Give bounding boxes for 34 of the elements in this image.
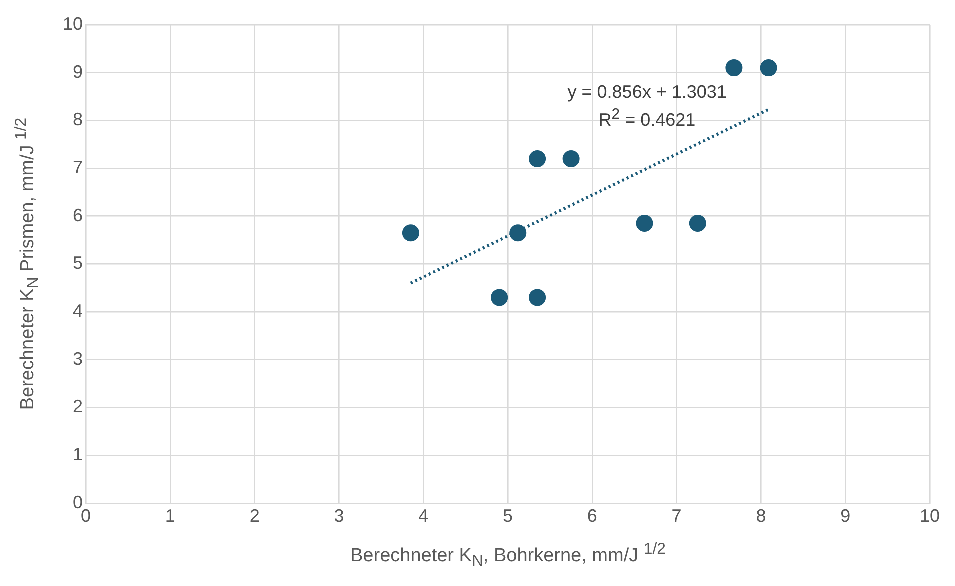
x-tick-label: 2	[250, 506, 260, 526]
y-tick-label: 4	[73, 301, 84, 322]
point	[562, 150, 580, 168]
x-tick-label: 10	[920, 506, 940, 526]
x-axis-title: Berechneter K$_{N}$, Bohrkerne, mm/J $^{1/2}$	[350, 541, 666, 572]
x-tick-label: 7	[672, 506, 682, 526]
point	[529, 289, 546, 306]
x-tick-label: 4	[418, 506, 429, 526]
y-tick-label: 8	[73, 110, 84, 130]
point	[726, 60, 743, 77]
x-tick-label: 6	[587, 506, 598, 526]
x-tick-label: 8	[756, 506, 766, 526]
point	[529, 150, 546, 168]
point	[402, 224, 420, 242]
point	[760, 60, 778, 77]
point	[689, 215, 706, 232]
y-tick-label: 2	[73, 396, 84, 417]
point	[491, 289, 508, 306]
y-tick-label: 10	[62, 14, 84, 34]
y-tick-label: 5	[73, 253, 84, 274]
y-tick-label: 6	[73, 205, 84, 226]
y-tick-label: 7	[73, 157, 84, 178]
annotation: y = 0.856x + 1.3031	[568, 82, 727, 104]
point	[510, 224, 527, 242]
y-tick-label: 1	[73, 444, 84, 465]
x-tick-label: 5	[503, 506, 514, 526]
y-tick-label: 0	[73, 492, 84, 512]
x-tick-label: 9	[840, 506, 851, 526]
point	[636, 215, 654, 232]
annotation: R$^{2}$ = 0.4621	[598, 106, 696, 132]
y-tick-label: 3	[73, 348, 84, 369]
y-tick-label: 9	[73, 62, 84, 82]
x-tick-label: 1	[165, 506, 176, 526]
x-tick-label: 3	[334, 506, 344, 526]
